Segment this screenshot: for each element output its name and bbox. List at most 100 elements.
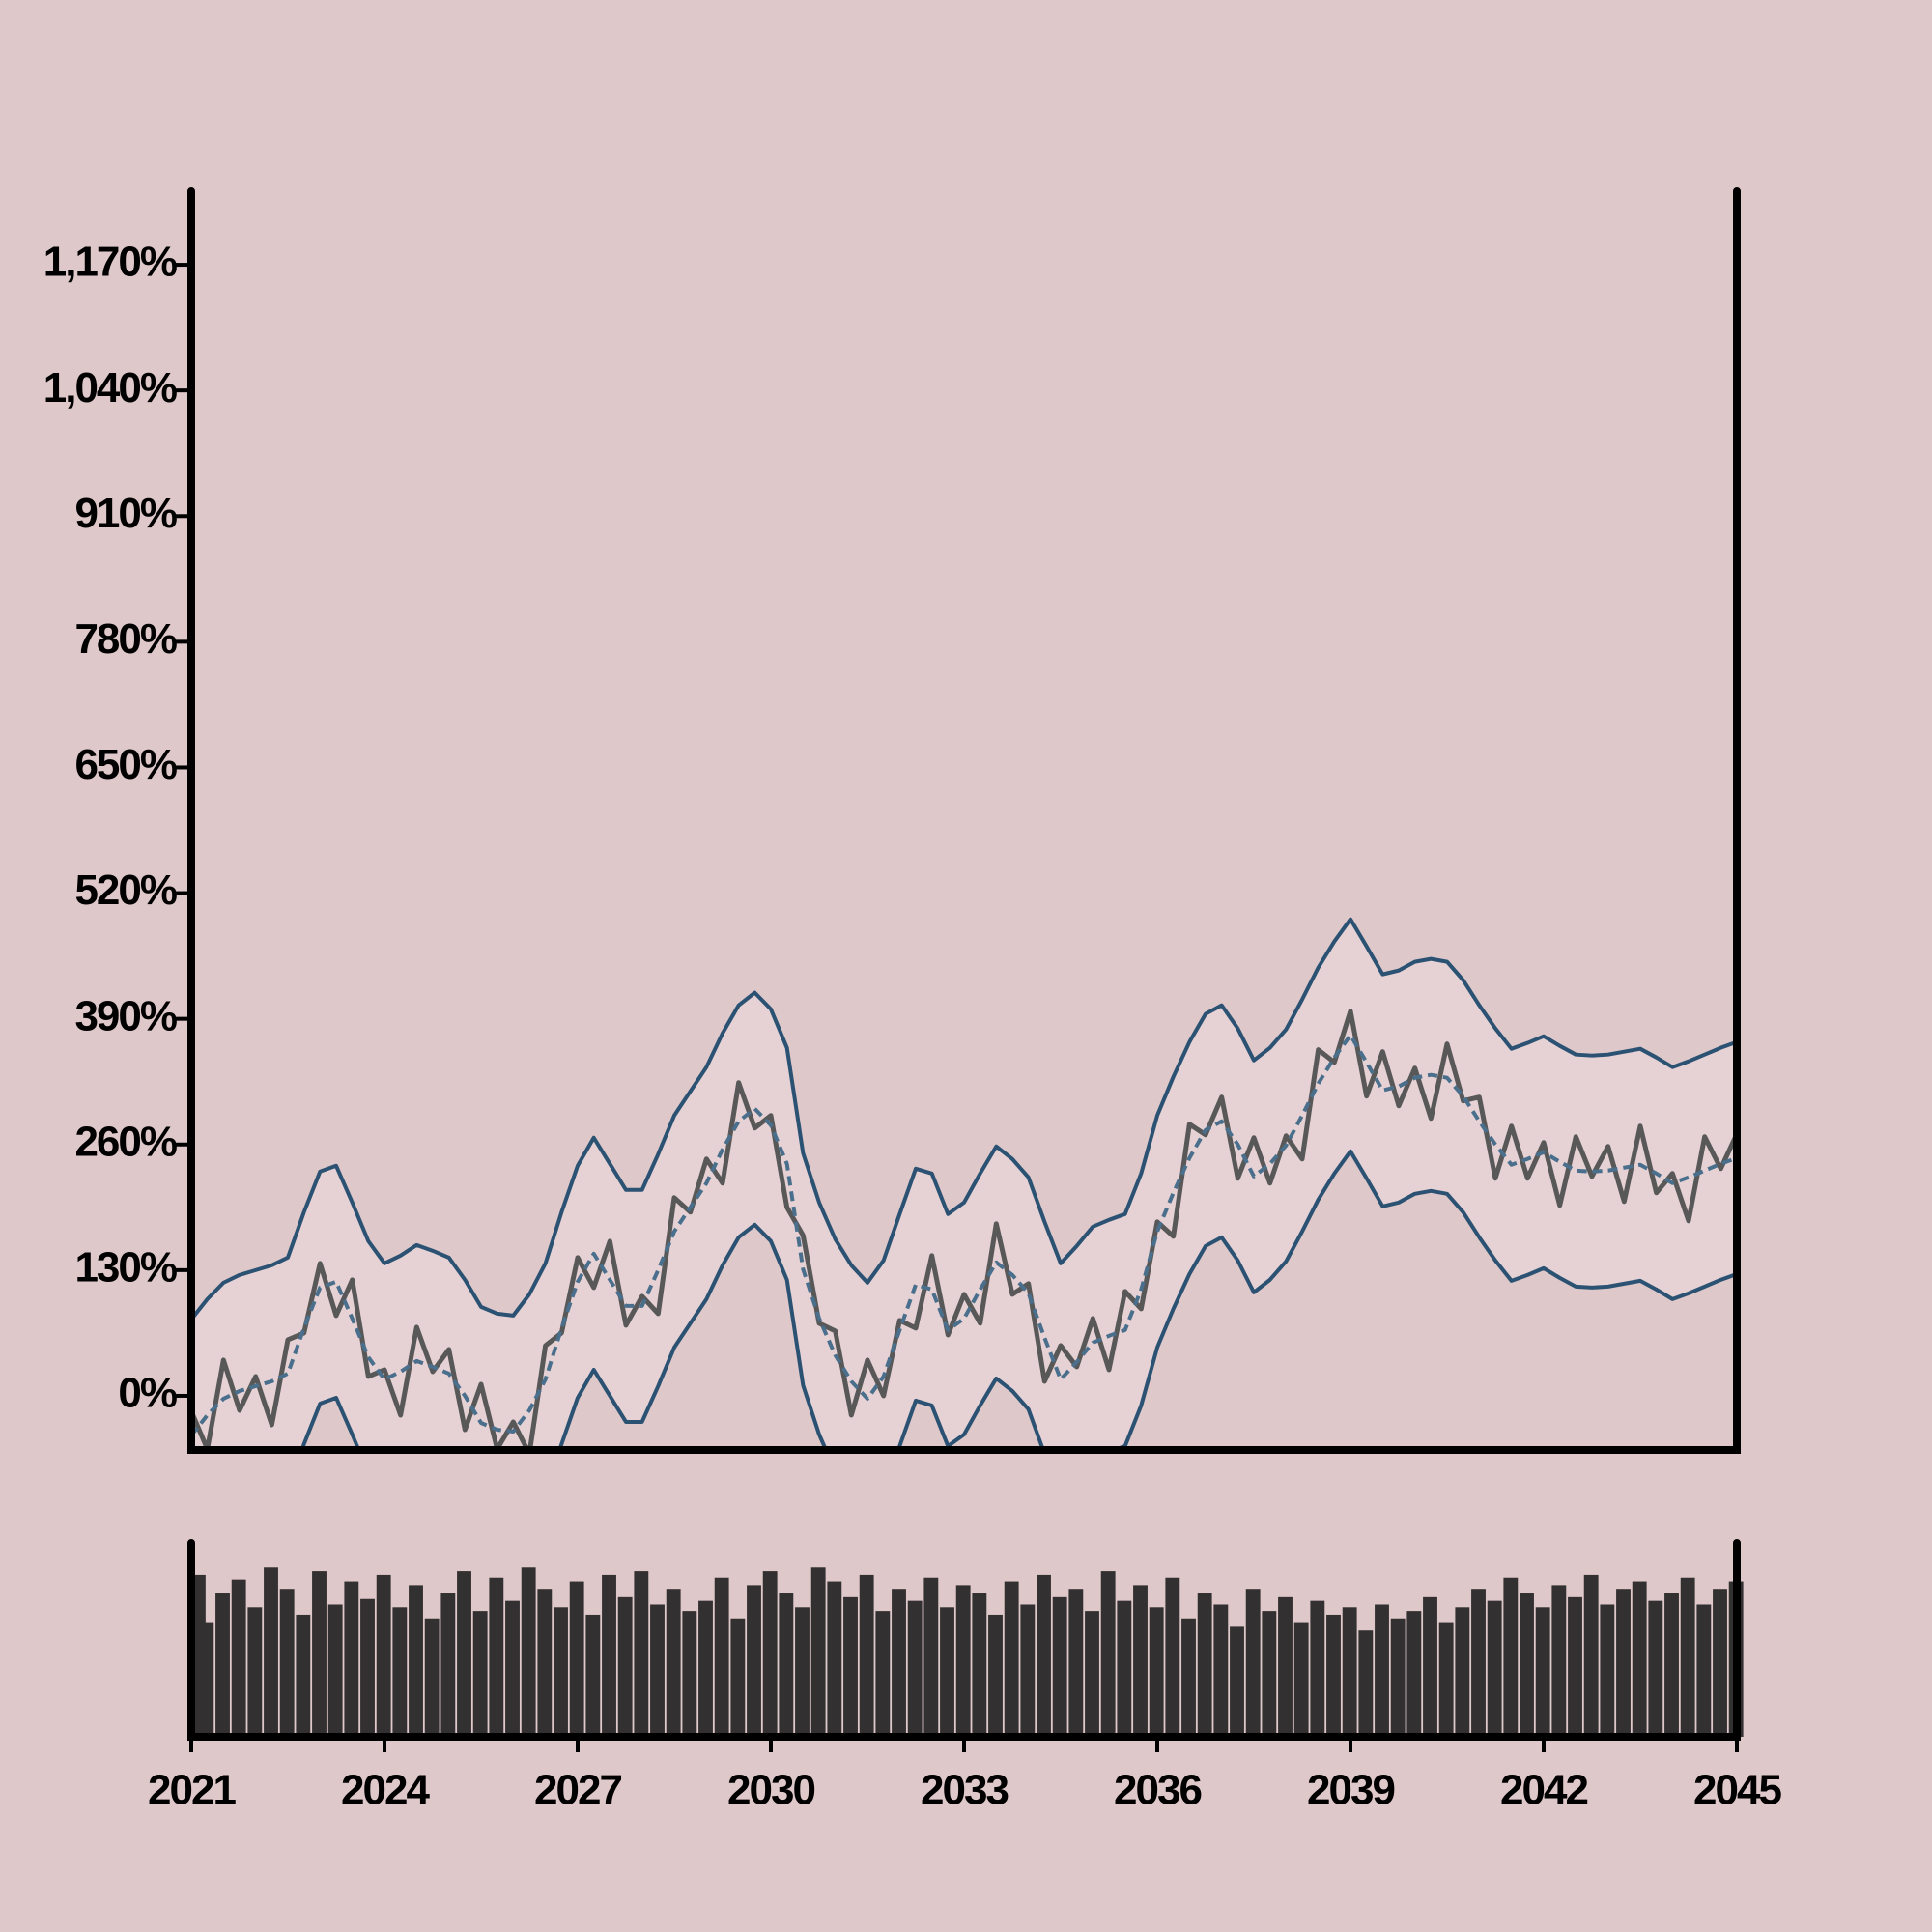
y-tick-label: 780% bbox=[74, 615, 176, 663]
volume-frame bbox=[187, 1539, 1741, 1741]
volume-bar bbox=[1680, 1577, 1695, 1737]
volume-bar bbox=[1293, 1622, 1309, 1737]
band-fill bbox=[191, 919, 1737, 1450]
volume-bar bbox=[1535, 1607, 1550, 1737]
volume-bar bbox=[1455, 1607, 1470, 1737]
volume-bar bbox=[1230, 1626, 1244, 1737]
x-tick-label: 2024 bbox=[341, 1767, 430, 1814]
volume-bar bbox=[650, 1604, 665, 1737]
volume-bar bbox=[1648, 1600, 1663, 1737]
volume-bar bbox=[1262, 1611, 1277, 1737]
volume-bar bbox=[1342, 1607, 1357, 1737]
volume-bar bbox=[344, 1581, 359, 1737]
volume-bar bbox=[747, 1585, 761, 1737]
volume-bar bbox=[585, 1614, 601, 1737]
volume-bar bbox=[1020, 1604, 1036, 1737]
main-frame bbox=[187, 187, 1741, 1454]
volume-bar bbox=[1165, 1577, 1180, 1737]
volume-bar bbox=[1390, 1618, 1406, 1737]
volume-bar bbox=[1278, 1596, 1293, 1737]
volume-bar bbox=[666, 1589, 681, 1737]
volume-bar bbox=[1583, 1574, 1599, 1737]
volume-bar bbox=[199, 1622, 214, 1737]
volume-bar bbox=[634, 1571, 649, 1737]
line bbox=[191, 1009, 1737, 1450]
volume-bar bbox=[1117, 1600, 1132, 1737]
volume-bar bbox=[1213, 1604, 1229, 1737]
volume-bar bbox=[762, 1571, 778, 1737]
volume-bar bbox=[940, 1607, 954, 1737]
volume-bar bbox=[537, 1589, 553, 1737]
plot-area bbox=[191, 917, 1737, 1450]
volume-bar bbox=[1568, 1596, 1582, 1737]
x-tick-label: 2027 bbox=[534, 1767, 621, 1814]
line bbox=[299, 1149, 1737, 1450]
volume-bar bbox=[875, 1611, 891, 1737]
y-tick-label: 650% bbox=[74, 741, 176, 788]
volume-bar bbox=[1438, 1622, 1454, 1737]
volume-bar bbox=[1358, 1630, 1374, 1737]
volume-bar bbox=[892, 1589, 906, 1737]
volume-bar bbox=[1310, 1600, 1325, 1737]
x-tick-label: 2030 bbox=[727, 1767, 814, 1814]
volume-bar bbox=[859, 1574, 874, 1737]
volume-bar bbox=[1632, 1581, 1647, 1737]
x-tick-label: 2033 bbox=[921, 1767, 1008, 1814]
volume-bar bbox=[472, 1611, 488, 1737]
volume-bar bbox=[1713, 1589, 1727, 1737]
volume-bar bbox=[489, 1577, 504, 1737]
volume-bar bbox=[231, 1579, 246, 1737]
volume-bar bbox=[602, 1574, 616, 1737]
y-tick-label: 520% bbox=[74, 867, 176, 914]
volume-bar bbox=[1181, 1618, 1196, 1737]
volume-bar bbox=[424, 1618, 440, 1737]
volume-bar bbox=[1100, 1571, 1116, 1737]
y-tick-label: 390% bbox=[74, 992, 176, 1039]
volume-bar bbox=[296, 1614, 311, 1737]
volume-bar bbox=[409, 1585, 423, 1737]
volume-bar bbox=[1696, 1604, 1712, 1737]
y-tick-label: 910% bbox=[74, 490, 176, 537]
volume-bar bbox=[1052, 1596, 1067, 1737]
volume-bar bbox=[1375, 1604, 1389, 1737]
x-tick-label: 2042 bbox=[1500, 1767, 1587, 1814]
volume-bar bbox=[955, 1585, 971, 1737]
volume-bar bbox=[923, 1577, 939, 1737]
volume-bar bbox=[1068, 1589, 1084, 1737]
volume-bar bbox=[1085, 1611, 1099, 1737]
y-tick-label: 260% bbox=[74, 1118, 176, 1165]
y-tick-label: 130% bbox=[74, 1243, 176, 1291]
volume-bar bbox=[1520, 1593, 1534, 1737]
volume-bar bbox=[988, 1614, 1003, 1737]
volume-bar bbox=[714, 1577, 729, 1737]
volume-bar bbox=[1406, 1611, 1422, 1737]
volume-bar bbox=[392, 1607, 408, 1737]
volume-bar bbox=[1600, 1604, 1615, 1737]
volume-bar bbox=[505, 1600, 520, 1737]
volume-bar bbox=[682, 1611, 697, 1737]
x-tick-label: 2039 bbox=[1307, 1767, 1394, 1814]
volume-bar bbox=[457, 1571, 471, 1737]
volume-bar bbox=[279, 1589, 295, 1737]
volume-bar bbox=[617, 1596, 633, 1737]
volume-bar bbox=[1037, 1574, 1051, 1737]
volume-bar bbox=[698, 1600, 713, 1737]
volume-bar bbox=[1245, 1589, 1261, 1737]
x-tick-label: 2045 bbox=[1693, 1767, 1781, 1814]
volume-bar bbox=[327, 1604, 343, 1737]
volume-bar bbox=[827, 1581, 842, 1737]
x-tick-label: 2036 bbox=[1114, 1767, 1201, 1814]
volume-bar bbox=[972, 1593, 987, 1737]
x-tick-label: 2021 bbox=[148, 1767, 236, 1814]
volume-bar bbox=[521, 1567, 536, 1737]
volume-bar bbox=[1423, 1596, 1437, 1737]
volume-bar bbox=[1197, 1593, 1212, 1737]
volume-bar bbox=[1004, 1581, 1019, 1737]
volume-bar bbox=[1149, 1607, 1164, 1737]
volume-bar bbox=[215, 1593, 230, 1737]
volume-bar bbox=[795, 1607, 810, 1737]
line bbox=[191, 917, 1737, 1321]
volume-bar bbox=[1326, 1614, 1341, 1737]
volume-bar bbox=[1471, 1589, 1486, 1737]
